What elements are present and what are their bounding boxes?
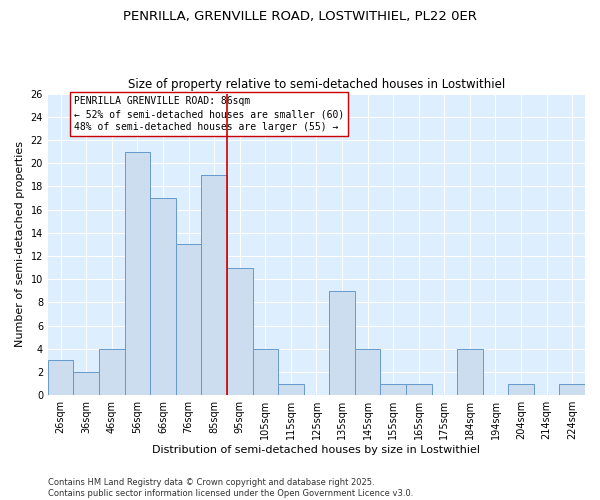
Bar (99, 349, 125, 395)
Bar (457, 349, 482, 395)
Bar (380, 384, 406, 395)
Bar (406, 384, 431, 395)
Bar (355, 349, 380, 395)
Bar (253, 349, 278, 395)
Bar (227, 268, 253, 395)
Bar (329, 291, 355, 395)
Bar (508, 384, 534, 395)
Bar (176, 244, 202, 395)
Text: Contains HM Land Registry data © Crown copyright and database right 2025.
Contai: Contains HM Land Registry data © Crown c… (48, 478, 413, 498)
Bar (150, 198, 176, 395)
Y-axis label: Number of semi-detached properties: Number of semi-detached properties (15, 142, 25, 348)
Title: Size of property relative to semi-detached houses in Lostwithiel: Size of property relative to semi-detach… (128, 78, 505, 91)
Text: PENRILLA GRENVILLE ROAD: 86sqm
← 52% of semi-detached houses are smaller (60)
48: PENRILLA GRENVILLE ROAD: 86sqm ← 52% of … (74, 96, 344, 132)
Bar (202, 175, 227, 395)
Bar (48, 360, 73, 395)
Text: PENRILLA, GRENVILLE ROAD, LOSTWITHIEL, PL22 0ER: PENRILLA, GRENVILLE ROAD, LOSTWITHIEL, P… (123, 10, 477, 23)
Bar (73, 372, 99, 395)
Bar (278, 384, 304, 395)
X-axis label: Distribution of semi-detached houses by size in Lostwithiel: Distribution of semi-detached houses by … (152, 445, 481, 455)
Bar (559, 384, 585, 395)
Bar (125, 152, 150, 395)
